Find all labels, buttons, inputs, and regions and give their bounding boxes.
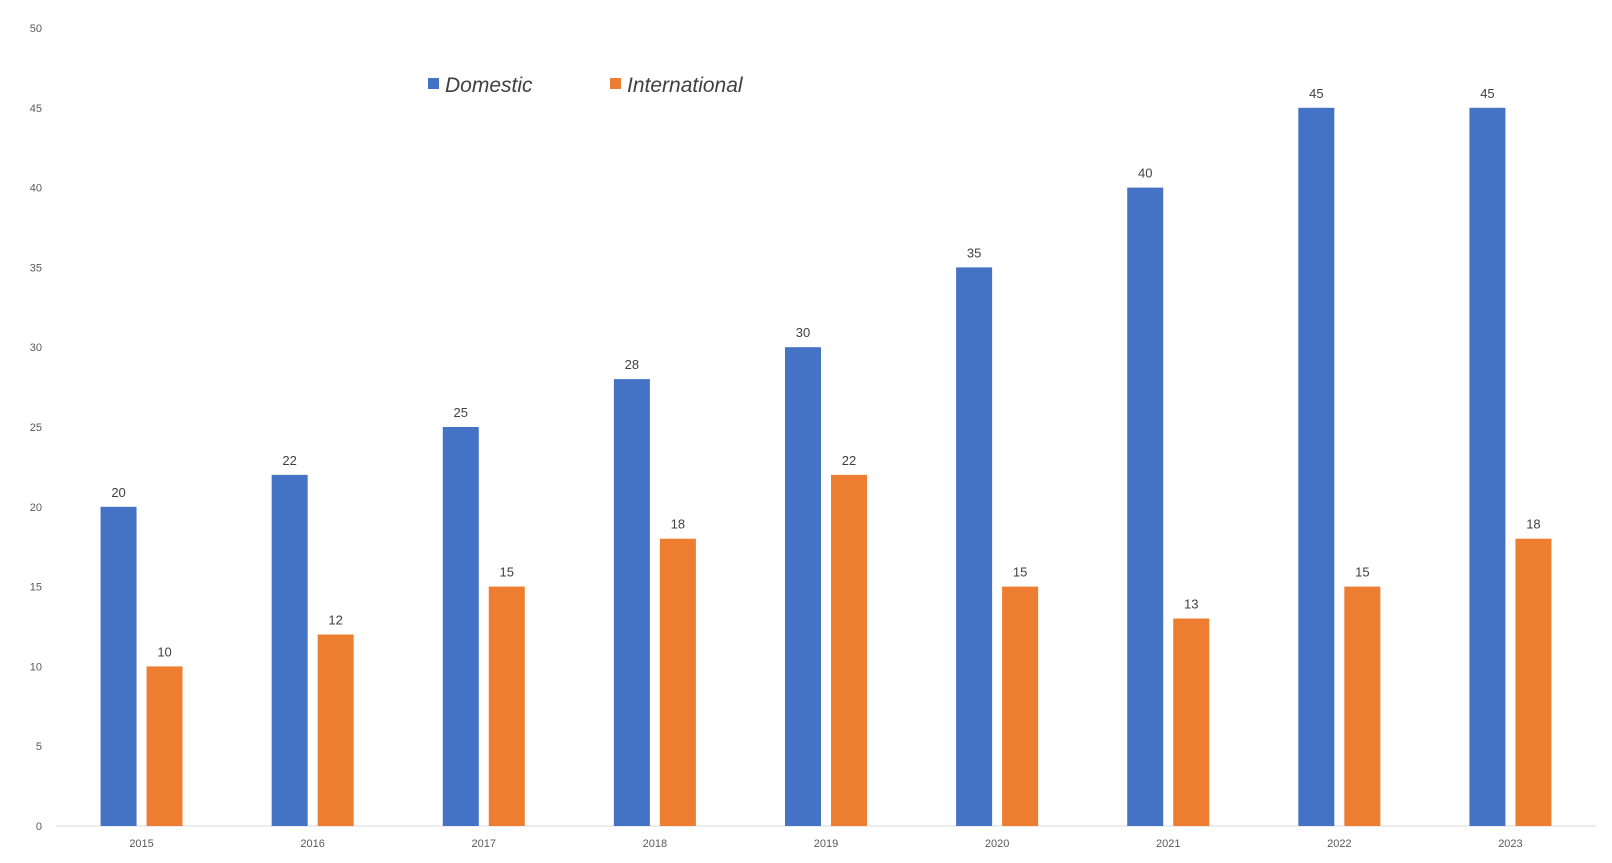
- bar-international-2019: [831, 474, 867, 826]
- data-label-international-2015: 10: [157, 644, 171, 659]
- x-tick-label: 2023: [1498, 838, 1522, 850]
- legend: Domestic International: [428, 74, 744, 97]
- bar-domestic-2022: [1298, 107, 1335, 827]
- data-labels-group: 20 10 22 12 25 15 28 18 30 22 35 15 40 13 45 15 45 18: [111, 86, 1540, 660]
- bar-domestic-2020: [956, 267, 993, 826]
- y-tick-label: 25: [30, 422, 42, 434]
- x-tick-label: 2018: [643, 838, 667, 850]
- data-label-international-2021: 13: [1184, 597, 1198, 612]
- x-tick-label: 2017: [472, 838, 496, 850]
- legend-label-international: International: [627, 74, 744, 97]
- y-tick-label: 5: [36, 741, 42, 753]
- data-label-domestic-2023: 45: [1480, 86, 1494, 101]
- bars-group: [100, 107, 1552, 827]
- x-tick-label: 2020: [985, 838, 1009, 850]
- bar-international-2016: [317, 634, 354, 826]
- data-label-domestic-2020: 35: [967, 245, 981, 260]
- bar-international-2017: [488, 586, 525, 826]
- data-label-domestic-2015: 20: [111, 485, 125, 500]
- data-label-domestic-2016: 22: [282, 453, 296, 468]
- y-tick-label: 40: [30, 183, 42, 195]
- bar-domestic-2016: [271, 474, 308, 826]
- bar-domestic-2019: [785, 347, 821, 826]
- x-tick-label: 2022: [1327, 838, 1351, 850]
- bar-domestic-2018: [613, 379, 650, 826]
- y-tick-label: 45: [30, 103, 42, 115]
- bar-international-2021: [1173, 618, 1210, 826]
- y-tick-label: 50: [30, 23, 42, 35]
- x-tick-label: 2019: [814, 838, 838, 850]
- data-label-domestic-2021: 40: [1138, 166, 1152, 181]
- legend-swatch-international: [610, 78, 621, 89]
- data-label-international-2022: 15: [1355, 565, 1369, 580]
- data-label-domestic-2018: 28: [625, 357, 639, 372]
- x-tick-label: 2021: [1156, 838, 1180, 850]
- data-label-international-2016: 12: [328, 612, 342, 627]
- x-tick-label: 2016: [300, 838, 324, 850]
- y-axis-ticks: 0 5 10 15 20 25 30 35 40 45 50: [30, 23, 42, 833]
- bar-domestic-2017: [442, 427, 479, 826]
- bar-international-2018: [659, 538, 696, 826]
- y-tick-label: 35: [30, 262, 42, 274]
- data-label-domestic-2017: 25: [454, 405, 468, 420]
- bar-domestic-2021: [1127, 187, 1164, 827]
- bar-international-2020: [1002, 586, 1039, 826]
- y-tick-label: 15: [30, 582, 42, 594]
- data-label-domestic-2022: 45: [1309, 86, 1323, 101]
- x-axis-ticks: 2015 2016 2017 2018 2019 2020 2021 2022 2023: [129, 838, 1522, 850]
- data-label-international-2023: 18: [1526, 517, 1540, 532]
- data-label-international-2019: 22: [842, 453, 856, 468]
- bar-domestic-2023: [1469, 107, 1506, 827]
- data-label-international-2018: 18: [671, 517, 685, 532]
- bar-international-2023: [1515, 538, 1552, 826]
- y-tick-label: 20: [30, 502, 42, 514]
- legend-swatch-domestic: [428, 78, 439, 89]
- y-tick-label: 30: [30, 342, 42, 354]
- x-tick-label: 2015: [129, 838, 153, 850]
- data-label-international-2020: 15: [1013, 565, 1027, 580]
- y-tick-label: 0: [36, 821, 42, 833]
- data-label-international-2017: 15: [500, 565, 514, 580]
- y-tick-label: 10: [30, 661, 42, 673]
- bar-international-2015: [146, 666, 183, 826]
- bar-domestic-2015: [100, 506, 137, 826]
- legend-label-domestic: Domestic: [445, 74, 533, 97]
- data-label-domestic-2019: 30: [796, 325, 810, 340]
- bar-international-2022: [1344, 586, 1381, 826]
